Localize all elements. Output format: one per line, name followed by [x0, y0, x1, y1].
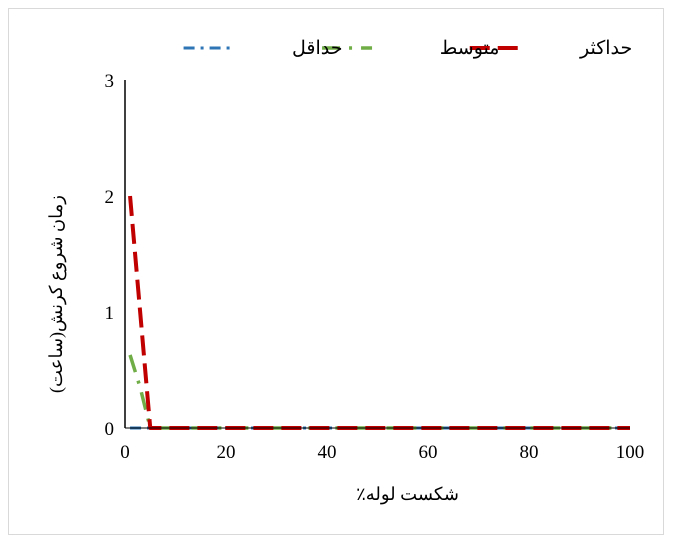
y-axis-title: زمان شروع کرنش(ساعت) [46, 195, 67, 393]
legend-item: حداکثر [469, 38, 632, 59]
y-tick-label: 3 [105, 71, 115, 92]
y-tick-labels: 0 1 2 3 [105, 71, 115, 440]
x-tick-label: 0 [120, 442, 130, 463]
series-layer [128, 195, 630, 430]
x-tick-label: 40 [318, 442, 337, 463]
x-axis-title: ٪شکست لوله [356, 484, 459, 505]
x-tick-label: 60 [419, 442, 438, 463]
y-tick-label: 0 [105, 419, 115, 440]
x-tick-label: 80 [520, 442, 539, 463]
x-tick-label: 100 [616, 442, 645, 463]
y-tick-label: 1 [105, 303, 115, 324]
legend: حداکثر متوسط حداقل [183, 38, 632, 59]
x-tick-labels: 0 20 40 60 80 100 [120, 442, 644, 463]
x-tick-label: 20 [217, 442, 236, 463]
legend-label: حداقل [292, 38, 342, 59]
legend-item: حداقل [183, 38, 343, 59]
legend-label: متوسط [440, 38, 500, 59]
y-tick-label: 2 [105, 187, 115, 208]
series-line-2 [128, 354, 630, 430]
series-line-3 [128, 195, 630, 430]
chart-frame [8, 8, 664, 535]
legend-item: متوسط [322, 38, 499, 59]
legend-label: حداکثر [579, 38, 632, 59]
